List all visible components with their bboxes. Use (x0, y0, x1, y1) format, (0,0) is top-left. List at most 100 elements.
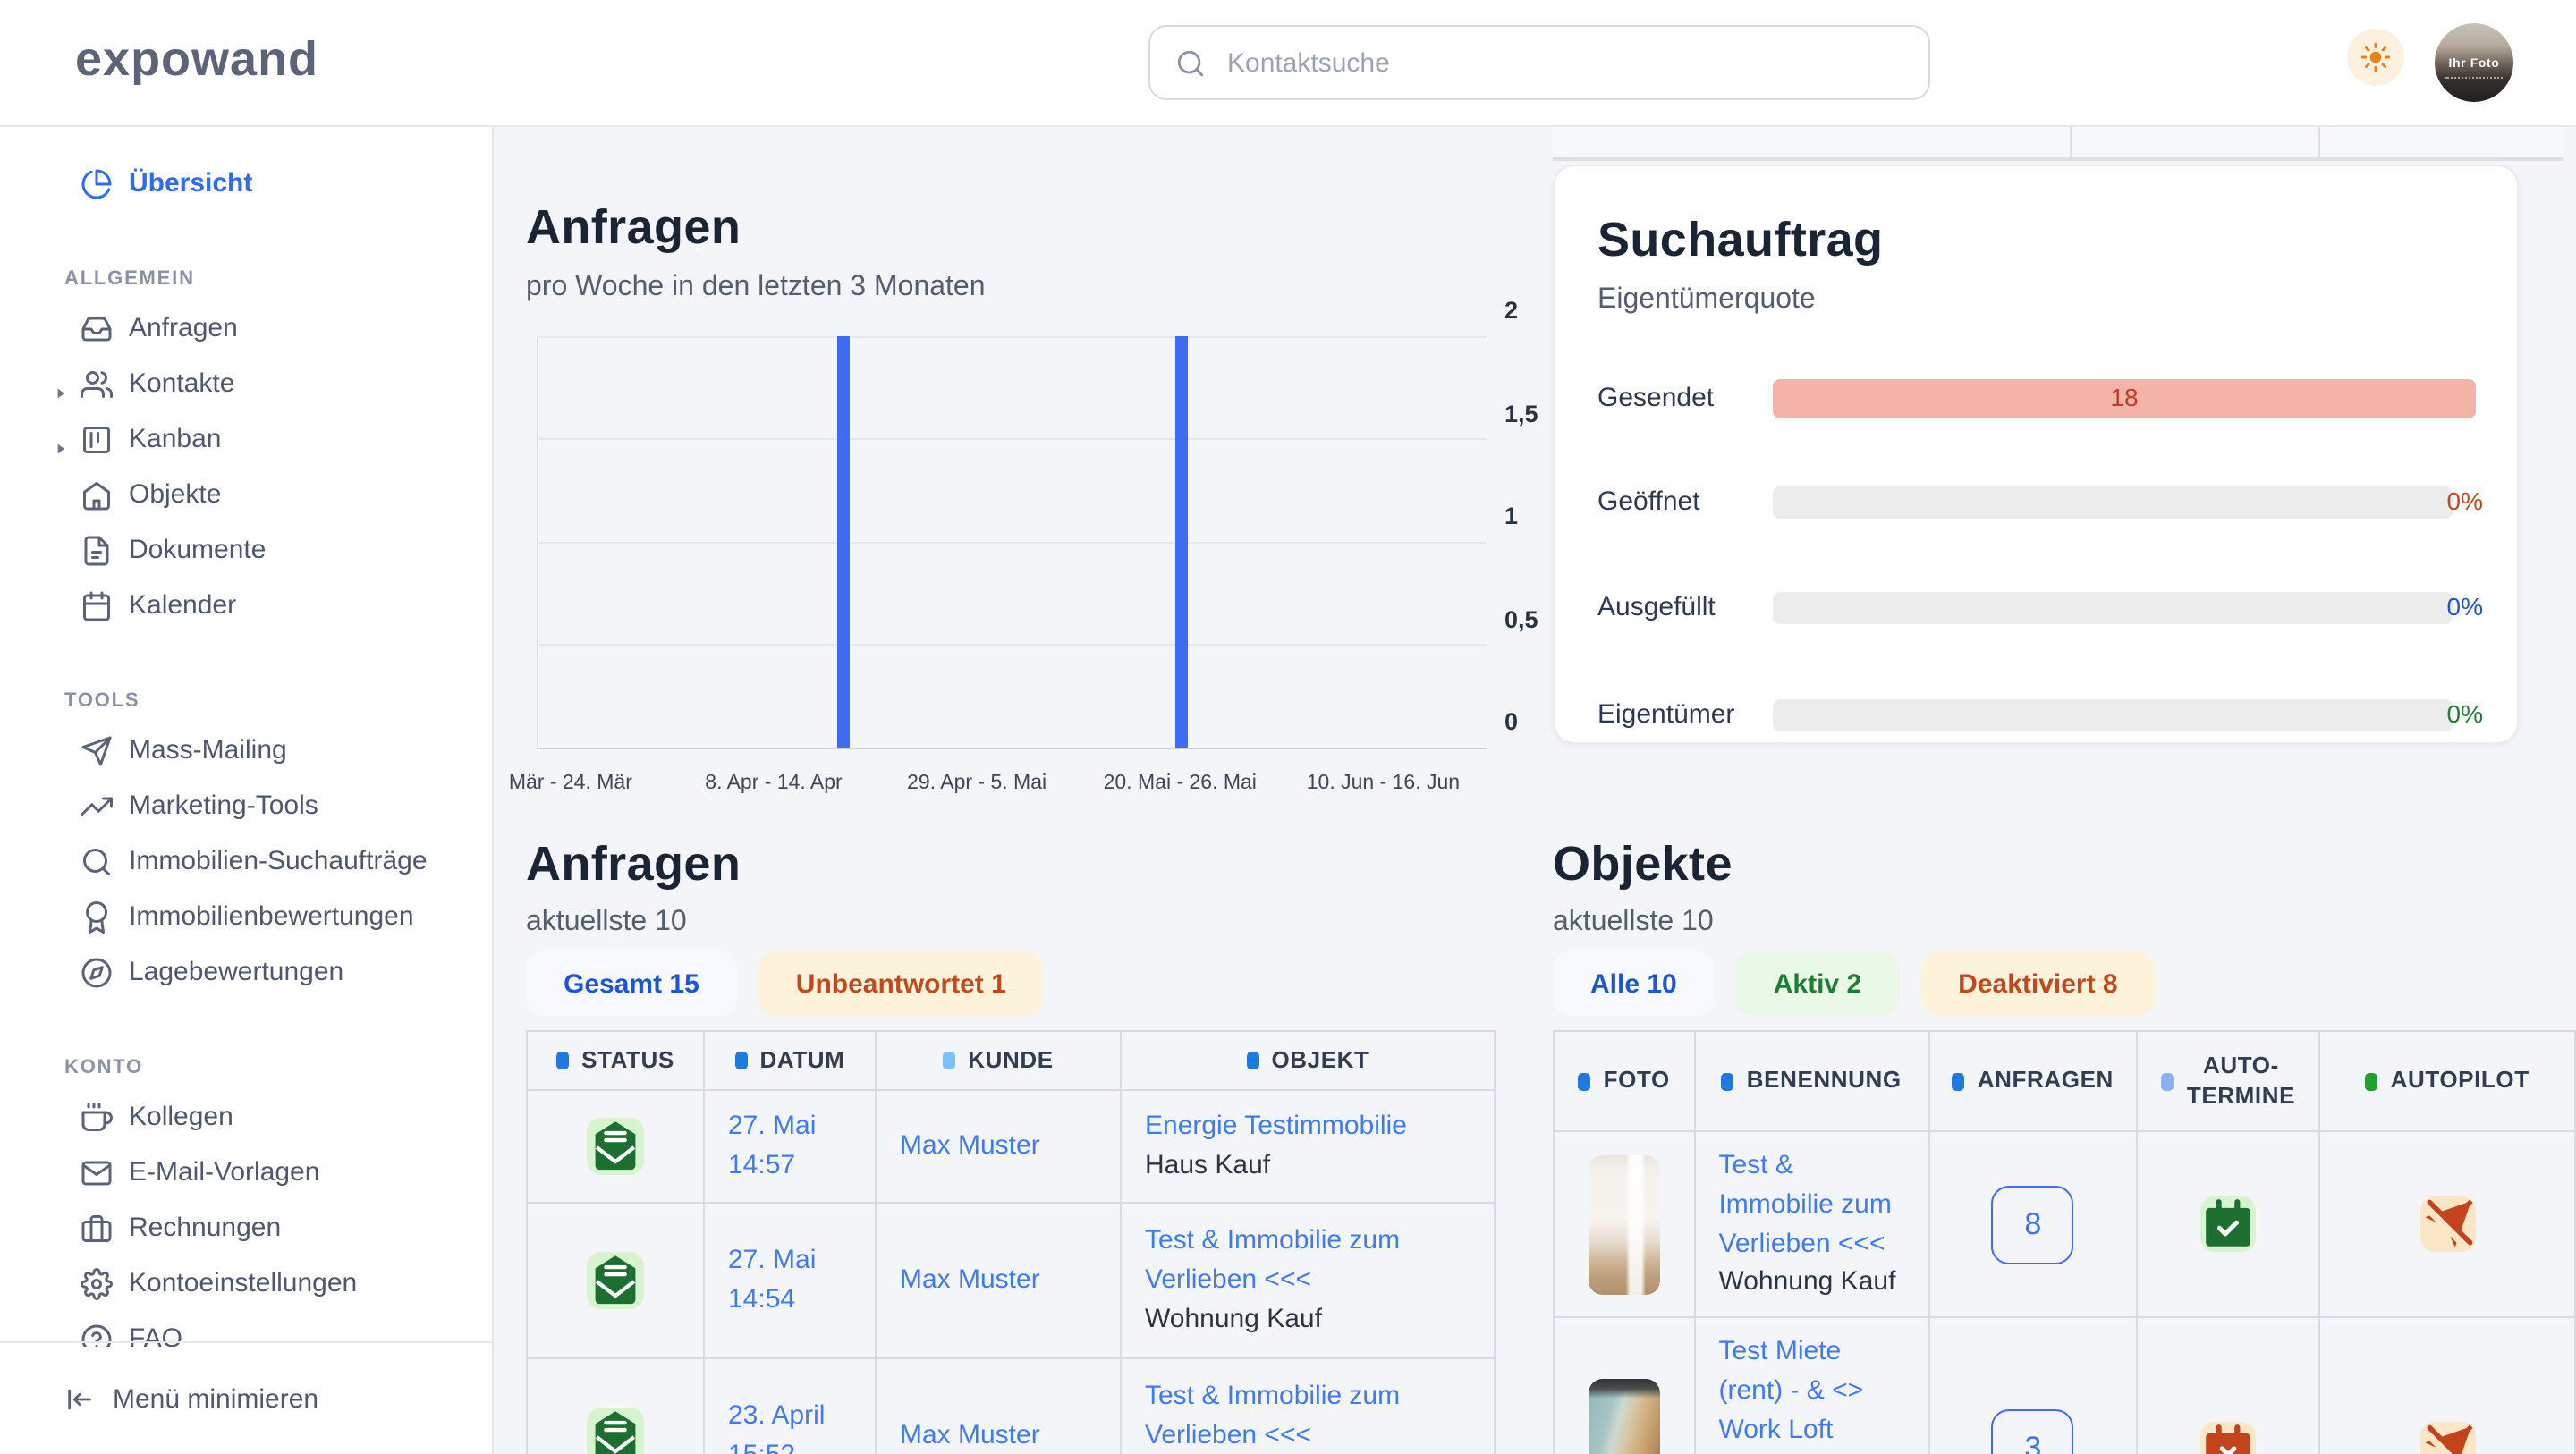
suchauftrag-card: Suchauftrag Eigentümerquote Gesendet 18 Ge… (1553, 165, 2519, 744)
anfragen-table-row[interactable]: 23. April15:52 Max Muster Test & Immobilie… (526, 1357, 1496, 1454)
contact-search[interactable] (1148, 25, 1930, 100)
suchauftrag-progress-bar: 18 (1773, 379, 2476, 418)
column-bullet-icon (1721, 1072, 1734, 1090)
sidebar-section: KONTO Kollegen E-Mail-Vorlagen Rechnungen Ko… (0, 1046, 492, 1347)
help-circle-icon (80, 1323, 113, 1347)
anfrage-kunde-link[interactable]: Max Muster (900, 1264, 1040, 1296)
autopilot-off-icon[interactable] (2419, 1421, 2476, 1454)
anfrage-date-link[interactable]: 23. April15:52 (728, 1400, 826, 1454)
settings-icon (80, 1267, 113, 1299)
objekt-type: Wohnung Kauf (1718, 1266, 1896, 1298)
objekt-name-link[interactable]: Test & Immobilie zum Verlieben <<< (1718, 1150, 1892, 1258)
anfrage-kunde-link[interactable]: Max Muster (900, 1420, 1040, 1451)
sidebar-footer: Menü minimieren (0, 1341, 492, 1454)
anfrage-objekt-type: Wohnung Kauf (1145, 1303, 1322, 1334)
column-bullet-icon (556, 1052, 570, 1069)
sidebar-item-label: Kontoeinstellungen (129, 1268, 358, 1298)
objekte-table-row[interactable]: Test & Immobilie zum Verlieben <<< Wohnun… (1553, 1130, 2576, 1318)
objekte-section-title: Objekte (1553, 837, 1733, 891)
chart-x-tick: 10. Jun - 16. Jun (1306, 773, 1461, 794)
anfragen-filter-chip-2[interactable]: Unbeantwortet 1 (758, 951, 1044, 1016)
sidebar-item-e-mail-vorlagen[interactable]: E-Mail-Vorlagen (0, 1145, 492, 1200)
calendar-x-icon[interactable] (2200, 1421, 2257, 1454)
sidebar-item-immobilienbewertungen[interactable]: Immobilienbewertungen (0, 889, 492, 944)
autopilot-off-icon[interactable] (2419, 1196, 2476, 1252)
sidebar-nav: Übersicht ALLGEMEIN Anfragen Kontakte Kanban… (0, 127, 492, 1347)
sidebar-item-immobilien-suchauftr-ge[interactable]: Immobilien-Suchaufträge (0, 833, 492, 889)
objekte-filter-chip-2[interactable]: Aktiv 2 (1735, 951, 1900, 1016)
chart-y-tick: 1,5 (1504, 400, 1538, 427)
anfrage-kunde-link[interactable]: Max Muster (900, 1130, 1040, 1162)
user-avatar[interactable]: Ihr Foto (2435, 23, 2513, 102)
sidebar-item-kanban[interactable]: Kanban (0, 411, 492, 467)
objekt-photo[interactable] (1588, 1154, 1660, 1294)
anfrage-date-link[interactable]: 27. Mai 14:54 (728, 1245, 817, 1315)
chevron-right-icon[interactable] (54, 432, 68, 453)
anfragen-table: STATUS DATUM KUNDE OBJEKT 27. Mai 14:57 Max Mu… (526, 1030, 1496, 1454)
suchauftrag-progress-bar: 0% (1773, 592, 2483, 624)
chart-gridline (538, 541, 1487, 543)
objekt-photo[interactable] (1588, 1379, 1660, 1454)
collapse-left-icon (64, 1383, 95, 1414)
anfrage-date-link[interactable]: 27. Mai 14:57 (728, 1111, 817, 1181)
sidebar-item-kontakte[interactable]: Kontakte (0, 356, 492, 411)
column-bullet-icon (1246, 1052, 1259, 1069)
sidebar-item-dokumente[interactable]: Dokumente (0, 522, 492, 578)
calendar-check-icon[interactable] (2200, 1196, 2257, 1252)
mail-open-status-icon (587, 1408, 644, 1454)
sidebar-section: TOOLS Mass-Mailing Marketing-Tools Immobili… (0, 680, 492, 1000)
objekte-table-row[interactable]: Test Miete (rent) - & <> Work Loft Desig… (1553, 1316, 2576, 1454)
anfrage-objekt-link[interactable]: Energie Testimmobilie (1145, 1111, 1407, 1142)
sidebar-item-label: Mass-Mailing (129, 735, 287, 765)
objekte-section-subtitle: aktuellste 10 (1553, 907, 1714, 937)
chevron-right-icon[interactable] (54, 376, 68, 398)
suchauftrag-row-value: 0% (2446, 592, 2483, 621)
sidebar-item-kalender[interactable]: Kalender (0, 578, 492, 633)
objekt-name-link[interactable]: Test Miete (rent) - & <> Work Loft Desig… (1718, 1336, 1893, 1454)
chart-gridline (538, 644, 1487, 646)
anfragen-table-row[interactable]: 27. Mai 14:54 Max Muster Test & Immobilie z… (526, 1202, 1496, 1359)
sidebar-item-label: Kontakte (129, 368, 235, 399)
suchauftrag-title: Suchauftrag (1597, 213, 1884, 266)
sidebar-item-lagebewertungen[interactable]: Lagebewertungen (0, 944, 492, 1000)
anfragen-count-badge[interactable]: 3 (1991, 1409, 2074, 1454)
sidebar-item-label: Immobilienbewertungen (129, 901, 414, 932)
anfragen-count-badge[interactable]: 8 (1991, 1185, 2074, 1264)
suchauftrag-row-label: Geöffnet (1597, 486, 1700, 517)
sidebar-item-label: Lagebewertungen (129, 957, 344, 987)
anfrage-objekt-link[interactable]: Test & Immobilie zum Verlieben <<< (1145, 1225, 1401, 1296)
chart-title: Anfragen (526, 200, 741, 254)
menu-minimize-button[interactable]: Menü minimieren (0, 1383, 318, 1414)
objekte-filter-chip-1[interactable]: Alle 10 (1553, 951, 1715, 1016)
sidebar-section: ALLGEMEIN Anfragen Kontakte Kanban Objekte Do… (0, 258, 492, 633)
objekte-filter-chip-3[interactable]: Deaktiviert 8 (1920, 951, 2156, 1016)
column-header-datum: DATUM (703, 1030, 877, 1091)
anfragen-table-wrap: STATUS DATUM KUNDE OBJEKT 27. Mai 14:57 Max Mu… (526, 1030, 1496, 1454)
column-header-status: STATUS (526, 1030, 705, 1091)
sidebar-item-mass-mailing[interactable]: Mass-Mailing (0, 723, 492, 778)
sidebar-item-anfragen[interactable]: Anfragen (0, 300, 492, 356)
sidebar-item-label: E-Mail-Vorlagen (129, 1157, 320, 1188)
column-header-anfragen: ANFRAGEN (1928, 1030, 2139, 1132)
sun-icon (2360, 41, 2392, 73)
theme-toggle-button[interactable] (2347, 29, 2404, 86)
sidebar-item--bersicht[interactable]: Übersicht (0, 156, 492, 211)
objekte-table: FOTO BENENNUNG ANFRAGEN AUTO- TERMINE AUTOPIL… (1553, 1030, 2576, 1454)
sidebar-item-kollegen[interactable]: Kollegen (0, 1089, 492, 1145)
sidebar-section-title: TOOLS (64, 690, 140, 712)
sidebar-item-objekte[interactable]: Objekte (0, 467, 492, 522)
sidebar-item-kontoeinstellungen[interactable]: Kontoeinstellungen (0, 1255, 492, 1311)
anfragen-section-title: Anfragen (526, 837, 741, 891)
anfragen-table-row[interactable]: 27. Mai 14:57 Max Muster Energie Testimmobi… (526, 1089, 1496, 1204)
search-input[interactable] (1224, 46, 1903, 80)
column-bullet-icon (2161, 1072, 2174, 1090)
anfragen-bar-chart: 0 0,5 1 1,5 2 (537, 297, 1538, 749)
sidebar-item-rechnungen[interactable]: Rechnungen (0, 1200, 492, 1255)
sidebar-item-marketing-tools[interactable]: Marketing-Tools (0, 778, 492, 833)
anfrage-objekt-link[interactable]: Test & Immobilie zum Verlieben <<< (1145, 1381, 1401, 1451)
topbar: expowand Ihr Foto (0, 0, 2576, 127)
sidebar-item-label: Objekte (129, 479, 222, 510)
anfragen-filter-chip-1[interactable]: Gesamt 15 (526, 951, 737, 1016)
menu-minimize-label: Menü minimieren (113, 1383, 319, 1414)
